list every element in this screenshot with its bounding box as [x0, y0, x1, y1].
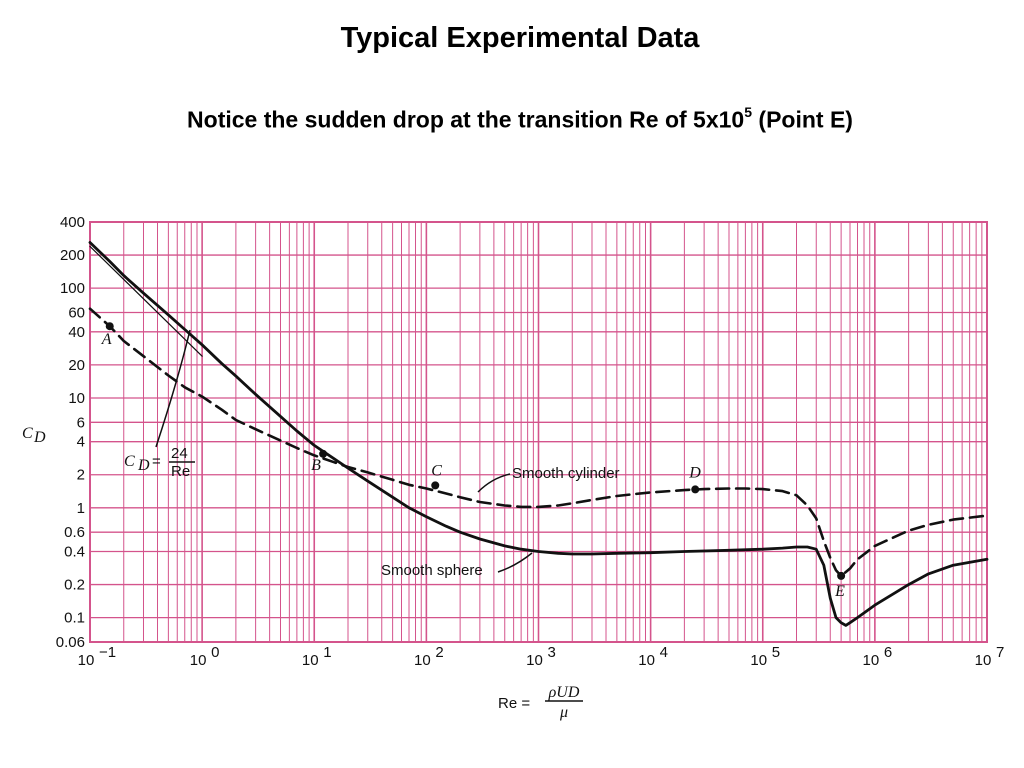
formula-cd-symbol: C — [124, 453, 135, 470]
smooth-cylinder-label: Smooth cylinder — [512, 465, 620, 482]
formula-cd-subscript: D — [137, 457, 150, 474]
points-layer: AB C DE — [101, 322, 846, 600]
x-tick-label: 10 — [975, 652, 992, 669]
x-axis-title-numerator: ρUD — [548, 684, 580, 701]
y-tick-label: 10 — [68, 390, 85, 407]
point-marker-b — [319, 449, 328, 458]
x-tick-exponent: 1 — [323, 644, 331, 661]
subtitle-exponent: 5 — [744, 104, 753, 120]
point-marker-e — [837, 571, 846, 580]
tick-label-layer: 4002001006040201064210.60.40.20.10.0610−… — [56, 214, 1005, 669]
point-label-c: C — [431, 462, 442, 479]
point-label-a: A — [101, 331, 112, 348]
x-tick-exponent: 3 — [548, 644, 556, 661]
x-tick-label: 10 — [638, 652, 655, 669]
y-tick-label: 1 — [77, 500, 85, 517]
smooth-cylinder-leader — [477, 473, 511, 493]
plot-border — [89, 221, 988, 643]
formula-numerator: 24 — [171, 445, 188, 462]
x-tick-exponent: 2 — [435, 644, 443, 661]
smooth-sphere-curve — [88, 241, 989, 627]
point-label-d: D — [688, 464, 701, 481]
x-tick-label: 10 — [78, 652, 95, 669]
y-tick-label: 0.1 — [64, 610, 85, 627]
subtitle-main: Notice the sudden drop at the transition… — [187, 106, 745, 133]
smooth-sphere-leader — [497, 552, 533, 573]
y-axis-title: C — [22, 425, 33, 442]
y-tick-label: 0.2 — [64, 577, 85, 594]
x-tick-exponent: 0 — [211, 644, 219, 661]
x-tick-label: 10 — [526, 652, 543, 669]
slide-subtitle: Notice the sudden drop at the transition… — [0, 104, 1024, 134]
x-tick-exponent: 5 — [772, 644, 780, 661]
subtitle-tail: (Point E) — [752, 106, 853, 133]
y-tick-label: 0.06 — [56, 634, 85, 651]
x-tick-exponent: 4 — [660, 644, 668, 661]
y-tick-label: 2 — [77, 467, 85, 484]
y-tick-label: 100 — [60, 280, 85, 297]
x-tick-exponent: 6 — [884, 644, 892, 661]
formula-denominator: Re — [171, 463, 190, 480]
x-axis-title-denominator: μ — [559, 704, 568, 721]
y-tick-label: 0.6 — [64, 524, 85, 541]
y-tick-label: 6 — [77, 414, 85, 431]
x-tick-label: 10 — [750, 652, 767, 669]
slide-title: Typical Experimental Data — [340, 22, 700, 54]
y-tick-label: 400 — [60, 214, 85, 231]
smooth-cylinder-curve — [88, 307, 989, 578]
x-tick-label: 10 — [302, 652, 319, 669]
x-tick-label: 10 — [414, 652, 431, 669]
formula-equals: = — [152, 453, 161, 470]
y-tick-label: 200 — [60, 247, 85, 264]
stokes-leader-line — [155, 329, 191, 448]
series-layer — [88, 241, 989, 627]
y-tick-label: 4 — [77, 434, 85, 451]
smooth-sphere-label: Smooth sphere — [381, 562, 483, 579]
x-tick-label: 10 — [863, 652, 880, 669]
x-axis-title: Re = — [498, 695, 530, 712]
stokes-law-line — [89, 245, 203, 357]
point-marker-a — [105, 322, 114, 331]
y-axis-title-subscript: D — [33, 429, 46, 446]
grid-layer — [89, 221, 987, 643]
x-tick-exponent: 7 — [996, 644, 1004, 661]
plot-frame — [89, 221, 988, 643]
y-tick-label: 60 — [68, 304, 85, 321]
point-label-e: E — [834, 583, 845, 600]
y-tick-label: 0.4 — [64, 544, 85, 561]
y-tick-label: 40 — [68, 324, 85, 341]
point-label-b: B — [311, 457, 321, 474]
y-tick-label: 20 — [68, 357, 85, 374]
x-tick-exponent: −1 — [99, 644, 116, 661]
point-marker-c — [431, 481, 440, 490]
x-tick-label: 10 — [190, 652, 207, 669]
point-marker-d — [691, 485, 700, 494]
